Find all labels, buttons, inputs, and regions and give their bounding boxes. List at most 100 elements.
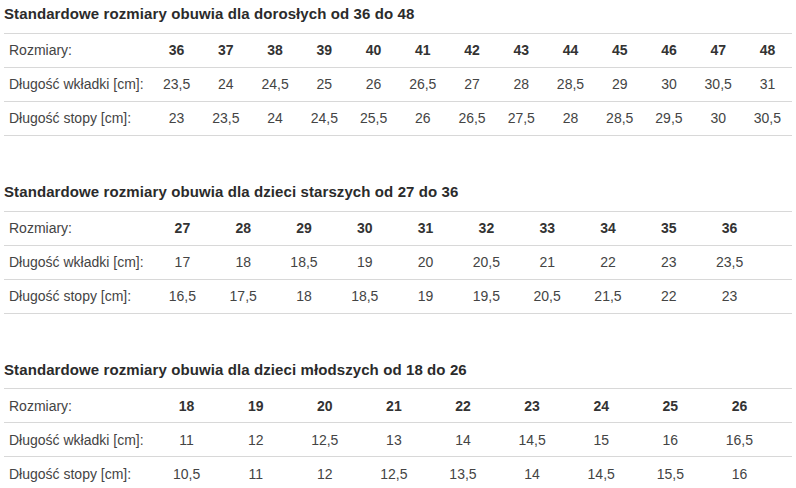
value-cell: 12 [221,432,290,448]
value-cell: 26 [398,110,447,126]
table-row: Długość wkładki [cm]: 171818,5192020,521… [4,245,792,279]
table-row: Długość stopy [cm]: 16,517,51818,51919,5… [4,279,792,313]
value-cell: 24 [201,76,250,92]
size-table: Rozmiary: 181920212223242526 Długość wkł… [4,388,792,488]
value-cell: 13 [359,432,428,448]
size-table-section: Standardowe rozmiary obuwia dla dzieci s… [4,183,792,314]
sections-container: Standardowe rozmiary obuwia dla dorosłyc… [4,5,792,488]
size-header-cell: 43 [497,42,546,58]
value-cell: 19 [334,254,395,270]
row-values: 171818,5192020,521222323,5 [152,254,760,270]
size-header-cell: 36 [152,42,201,58]
table-row: Długość wkładki [cm]: 111212,5131414,515… [4,422,792,456]
value-cell: 30 [694,110,743,126]
size-header-cell: 45 [595,42,644,58]
value-cell: 12,5 [290,432,359,448]
value-cell: 18 [274,288,335,304]
value-cell: 20,5 [456,254,517,270]
value-cell: 11 [152,432,221,448]
section-title: Standardowe rozmiary obuwia dla dzieci m… [4,361,792,380]
value-cell: 16,5 [705,432,774,448]
value-cell: 23 [152,110,201,126]
row-label: Rozmiary: [4,398,152,414]
value-cell: 30 [644,76,693,92]
value-cell: 31 [743,76,792,92]
value-cell: 19,5 [456,288,517,304]
size-table-section: Standardowe rozmiary obuwia dla dzieci m… [4,361,792,488]
value-cell: 21,5 [578,288,639,304]
value-cell: 28 [497,76,546,92]
value-cell: 16,5 [152,288,213,304]
value-cell: 10,5 [152,466,221,482]
size-header-cell: 33 [517,220,578,236]
size-header-cell: 28 [213,220,274,236]
value-cell: 29,5 [644,110,693,126]
value-cell: 23,5 [201,110,250,126]
row-label: Długość stopy [cm]: [4,288,152,304]
size-header-cell: 19 [221,398,290,414]
value-cell: 30,5 [743,110,792,126]
value-cell: 18,5 [334,288,395,304]
row-values: 2323,52424,525,52626,527,52828,529,53030… [152,110,792,126]
table-row: Rozmiary: 181920212223242526 [4,388,792,422]
value-cell: 27,5 [497,110,546,126]
value-cell: 29 [595,76,644,92]
size-header-cell: 40 [349,42,398,58]
row-label: Rozmiary: [4,220,152,236]
value-cell: 16 [636,432,705,448]
row-values: 10,5111212,513,51414,515,516 [152,466,774,482]
size-header-cell: 35 [638,220,699,236]
value-cell: 25 [300,76,349,92]
value-cell: 14 [428,432,497,448]
value-cell: 28 [546,110,595,126]
table-row: Rozmiary: 27282930313233343536 [4,211,792,245]
table-row: Długość stopy [cm]: 10,5111212,513,51414… [4,456,792,488]
row-label: Długość wkładki [cm]: [4,432,152,448]
value-cell: 26 [349,76,398,92]
value-cell: 23,5 [699,254,760,270]
size-header-cell: 36 [699,220,760,236]
size-header-cell: 34 [578,220,639,236]
value-cell: 19 [395,288,456,304]
table-row: Długość stopy [cm]: 2323,52424,525,52626… [4,101,792,135]
value-cell: 14,5 [567,466,636,482]
value-cell: 23,5 [152,76,201,92]
value-cell: 20 [395,254,456,270]
row-label: Długość stopy [cm]: [4,110,152,126]
row-values: 27282930313233343536 [152,220,760,236]
value-cell: 26,5 [447,110,496,126]
size-header-cell: 23 [498,398,567,414]
section-title: Standardowe rozmiary obuwia dla dzieci s… [4,183,792,202]
size-header-cell: 46 [644,42,693,58]
size-header-cell: 37 [201,42,250,58]
size-header-cell: 25 [636,398,705,414]
size-header-cell: 29 [274,220,335,236]
value-cell: 28,5 [595,110,644,126]
value-cell: 27 [447,76,496,92]
size-table: Rozmiary: 36373839404142434445464748 Dłu… [4,33,792,136]
size-table-section: Standardowe rozmiary obuwia dla dorosłyc… [4,5,792,136]
size-header-cell: 20 [290,398,359,414]
value-cell: 12 [290,466,359,482]
row-values: 111212,5131414,5151616,5 [152,432,774,448]
value-cell: 22 [638,288,699,304]
value-cell: 28,5 [546,76,595,92]
value-cell: 16 [705,466,774,482]
value-cell: 25,5 [349,110,398,126]
row-label: Długość wkładki [cm]: [4,254,152,270]
value-cell: 20,5 [517,288,578,304]
size-header-cell: 18 [152,398,221,414]
size-header-cell: 30 [334,220,395,236]
table-row: Długość wkładki [cm]: 23,52424,5252626,5… [4,67,792,101]
value-cell: 15 [567,432,636,448]
size-header-cell: 32 [456,220,517,236]
value-cell: 11 [221,466,290,482]
row-values: 36373839404142434445464748 [152,42,792,58]
size-header-cell: 39 [300,42,349,58]
size-header-cell: 42 [447,42,496,58]
row-label: Rozmiary: [4,42,152,58]
section-title: Standardowe rozmiary obuwia dla dorosłyc… [4,5,792,24]
row-values: 16,517,51818,51919,520,521,52223 [152,288,760,304]
value-cell: 23 [699,288,760,304]
size-header-cell: 22 [428,398,497,414]
